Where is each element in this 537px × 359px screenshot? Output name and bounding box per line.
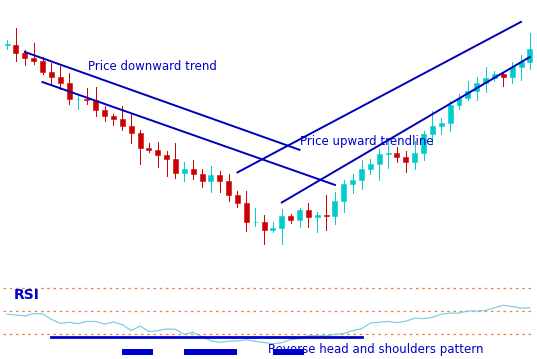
Bar [253, 222, 258, 223]
Bar [342, 184, 346, 201]
Bar [182, 169, 187, 173]
Bar [332, 201, 337, 216]
Bar [430, 126, 435, 134]
Text: RSI: RSI [13, 288, 39, 302]
Bar [403, 157, 408, 162]
Bar [102, 110, 107, 116]
Bar [324, 215, 329, 216]
Bar [5, 44, 10, 45]
Bar [448, 105, 453, 123]
Bar [173, 159, 178, 173]
Bar [235, 195, 240, 203]
Bar [501, 74, 506, 76]
Bar [412, 153, 417, 162]
Bar [129, 126, 134, 133]
Bar [279, 215, 284, 228]
Bar [456, 98, 461, 105]
Bar [13, 45, 18, 53]
Bar [386, 153, 390, 154]
Bar [483, 78, 488, 83]
Bar [147, 148, 151, 150]
Bar [217, 175, 222, 181]
Bar [510, 67, 514, 76]
Bar [368, 164, 373, 169]
Bar [164, 155, 169, 159]
Bar [184, 349, 237, 355]
Bar [288, 215, 293, 219]
Bar [191, 169, 195, 173]
Bar [49, 72, 54, 78]
Bar [58, 78, 63, 83]
Bar [315, 215, 320, 216]
Text: Reverse head and shoulders pattern: Reverse head and shoulders pattern [268, 343, 484, 356]
Text: Price downward trend: Price downward trend [88, 60, 216, 73]
Bar [395, 153, 400, 157]
Bar [137, 133, 142, 148]
Bar [271, 228, 275, 230]
Bar [421, 134, 426, 153]
Bar [350, 180, 355, 184]
Bar [492, 74, 497, 78]
Bar [262, 222, 266, 230]
Bar [122, 349, 154, 355]
Bar [244, 203, 249, 223]
Bar [474, 83, 479, 91]
Bar [23, 53, 27, 59]
Bar [527, 48, 532, 62]
Bar [200, 173, 205, 181]
Bar [273, 349, 304, 355]
Bar [306, 210, 311, 216]
Bar [40, 61, 45, 72]
Bar [466, 91, 470, 98]
Bar [93, 101, 98, 110]
Bar [120, 119, 125, 126]
Bar [359, 169, 364, 180]
Bar [84, 99, 89, 101]
Bar [439, 123, 444, 126]
Bar [519, 62, 524, 67]
Bar [111, 116, 116, 119]
Bar [208, 175, 213, 181]
Bar [76, 98, 81, 99]
Bar [155, 150, 160, 155]
Bar [377, 154, 382, 164]
Bar [31, 59, 36, 61]
Bar [226, 181, 231, 195]
Bar [67, 83, 71, 99]
Text: Price upward trendline: Price upward trendline [300, 135, 434, 148]
Bar [297, 210, 302, 219]
